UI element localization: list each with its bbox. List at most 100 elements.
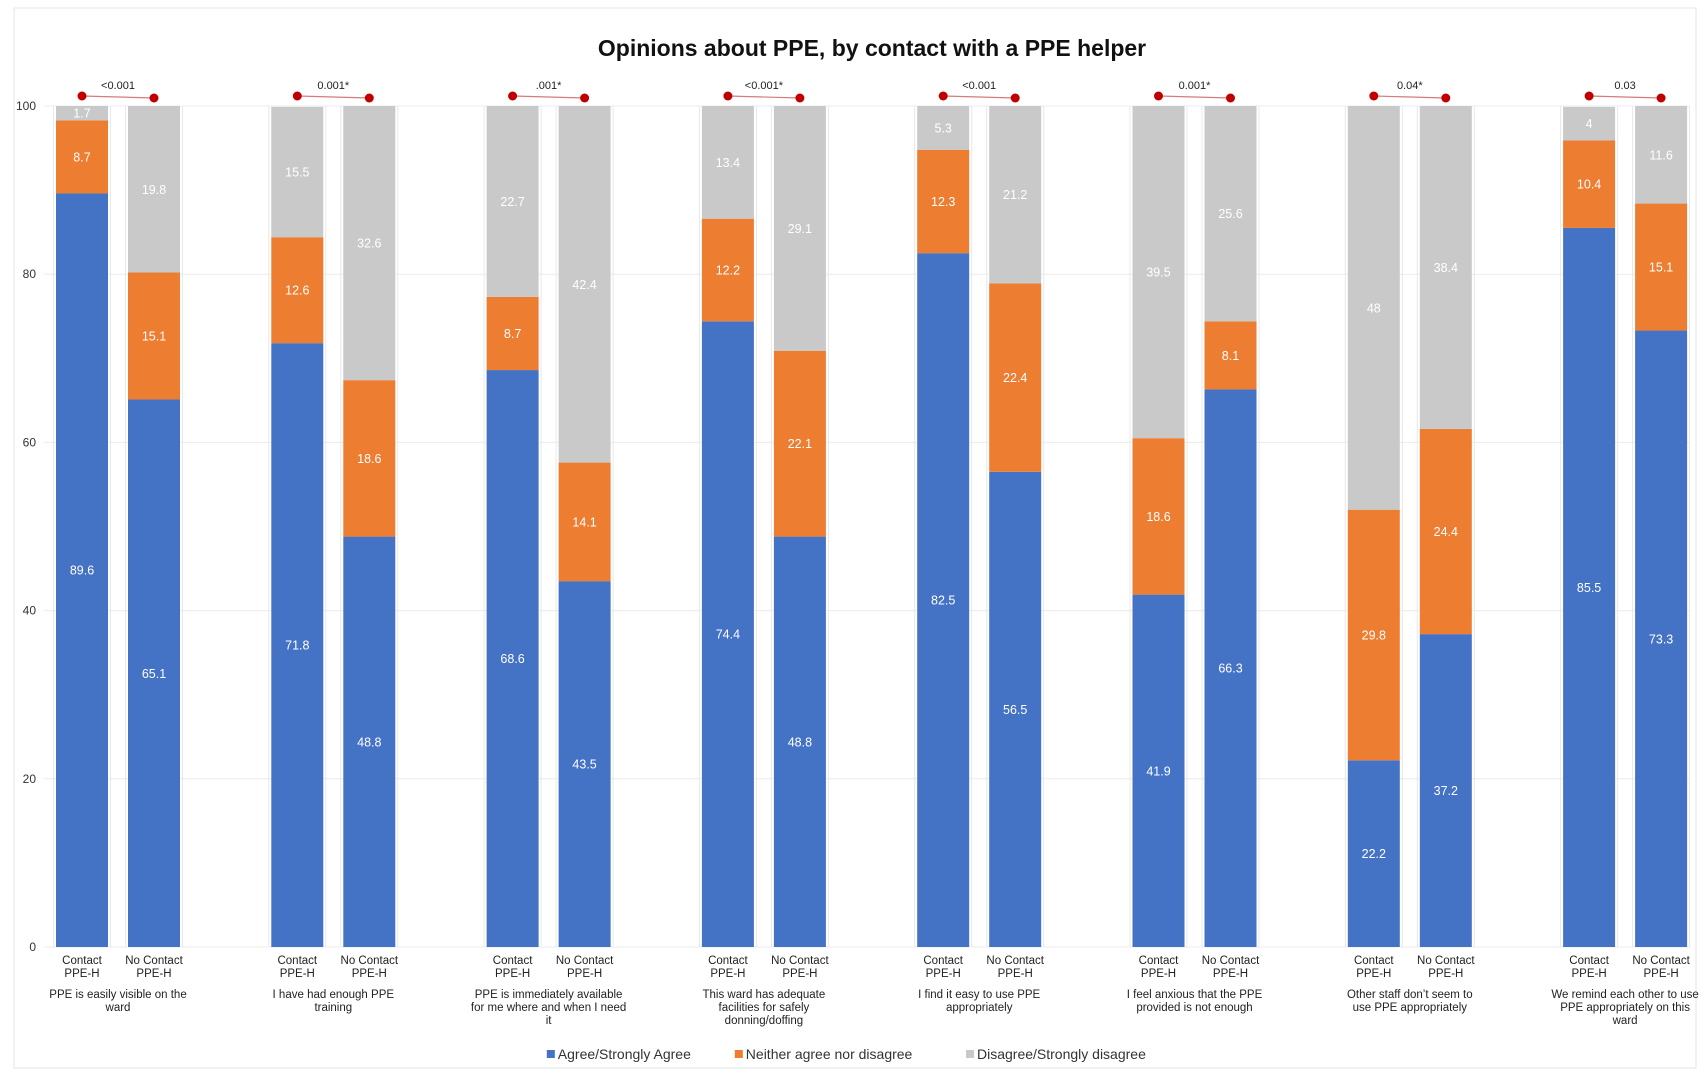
bar-category-label: No Contact [771, 955, 829, 967]
p-value-marker [580, 93, 590, 103]
p-value-label: <0.001 [101, 80, 135, 92]
group-label: provided is not enough [1136, 1002, 1252, 1014]
group-label: facilities for safely [719, 1002, 810, 1014]
bar-category-label: Contact [62, 955, 102, 967]
group-label: We remind each other to use [1551, 989, 1698, 1001]
data-label: 41.9 [1146, 764, 1170, 778]
bar-segment [486, 370, 539, 948]
bar-segment [1347, 760, 1400, 947]
data-label: 43.5 [572, 758, 596, 772]
group-label: appropriately [946, 1002, 1013, 1014]
bar-category-label: No Contact [125, 955, 183, 967]
bar-segment [917, 149, 970, 254]
group-label: I have had enough PPE [273, 989, 395, 1001]
p-value-connector [727, 95, 800, 99]
bar-category-label: PPE-H [64, 968, 99, 980]
bar-segment [701, 106, 754, 219]
data-label: 38.4 [1434, 261, 1458, 275]
data-label: 56.5 [1003, 703, 1027, 717]
y-tick-label: 80 [23, 267, 37, 281]
data-label: 74.4 [716, 628, 740, 642]
p-value-label: 0.04* [1397, 80, 1423, 92]
y-tick-label: 60 [23, 435, 37, 449]
p-value-label: 0.001* [1179, 80, 1212, 92]
bar-category-label: PPE-H [1141, 968, 1176, 980]
bar-segment [1204, 106, 1257, 322]
bar-category-label: Contact [923, 955, 963, 967]
bar-segment [1419, 428, 1472, 635]
bar-category-label: PPE-H [710, 968, 745, 980]
bar-segment [1347, 509, 1400, 761]
data-label: 65.1 [142, 667, 166, 681]
data-label: 8.7 [73, 150, 90, 164]
bar-category-label: Contact [277, 955, 317, 967]
group-label: PPE appropriately on this [1560, 1002, 1690, 1014]
group-label: it [546, 1015, 553, 1027]
bar-category-label: No Contact [986, 955, 1044, 967]
p-value-marker [1656, 93, 1666, 103]
data-label: 10.4 [1577, 178, 1601, 192]
group-label: ward [1612, 1015, 1638, 1027]
data-label: 21.2 [1003, 188, 1027, 202]
bar-category-label: PPE-H [782, 968, 817, 980]
bar-category-label: No Contact [556, 955, 614, 967]
bar-category-label: PPE-H [280, 968, 315, 980]
data-label: 73.3 [1649, 632, 1673, 646]
group-label: use PPE appropriately [1353, 1002, 1468, 1014]
data-label: 22.7 [500, 195, 524, 209]
p-value-marker [1154, 91, 1163, 101]
data-label: 18.6 [357, 452, 381, 466]
p-value-marker [508, 91, 518, 101]
bar-category-label: No Contact [1632, 955, 1690, 967]
bar-segment [773, 106, 826, 351]
bar-category-label: PPE-H [1572, 968, 1607, 980]
bar-category-label: PPE-H [998, 968, 1033, 980]
data-label: 71.8 [285, 639, 309, 653]
p-value-connector [1589, 95, 1662, 99]
bar-category-label: Contact [1139, 955, 1179, 967]
p-value-marker [723, 91, 733, 101]
data-label: 24.4 [1434, 525, 1458, 539]
bar-segment [558, 581, 611, 947]
group-label: This ward has adequate [703, 989, 826, 1001]
bar-segment [56, 106, 108, 121]
bars [56, 106, 1688, 948]
group-label: I find it easy to use PPE [918, 989, 1040, 1001]
p-value-marker [77, 91, 87, 101]
bar-segment [56, 120, 108, 194]
p-value-marker [1584, 91, 1594, 101]
bar-segment [128, 399, 180, 947]
data-label: 1.7 [73, 107, 90, 121]
p-value-marker [364, 93, 374, 103]
data-label: 48.8 [788, 735, 812, 749]
bar-segment [271, 106, 324, 238]
bar-category-label: Contact [1354, 955, 1394, 967]
legend-entry: Disagree/Strongly disagree [977, 1046, 1146, 1062]
bar-category-label: PPE-H [1213, 968, 1248, 980]
legend-swatch [966, 1050, 974, 1058]
bar-segment [486, 106, 539, 297]
legend-swatch [546, 1050, 555, 1058]
bar-segment [917, 253, 970, 948]
data-label: 48.8 [357, 735, 381, 749]
data-label: 15.1 [1649, 261, 1673, 275]
p-value-marker [795, 93, 805, 103]
bar-segment [343, 106, 396, 381]
legend-entry: Agree/Strongly Agree [558, 1046, 691, 1062]
gridlines [44, 105, 1691, 948]
group-label: PPE is easily visible on the [49, 989, 186, 1001]
data-label: 19.8 [142, 183, 166, 197]
group-label: training [314, 1002, 352, 1014]
data-label: 29.8 [1362, 628, 1386, 642]
bar-segment [1132, 106, 1185, 439]
bar-segment [701, 218, 754, 322]
legend-swatch [734, 1050, 743, 1058]
p-value-marker [1226, 93, 1235, 103]
legend: Agree/Strongly Agree Neither agree nor di… [546, 1046, 1146, 1062]
p-value-marker [1369, 91, 1379, 101]
data-label: 68.6 [500, 652, 524, 666]
p-value-label: <0.001* [745, 80, 784, 92]
p-value-connector [1158, 95, 1231, 99]
bar-segment [1419, 106, 1472, 429]
bar-segment [486, 296, 539, 371]
